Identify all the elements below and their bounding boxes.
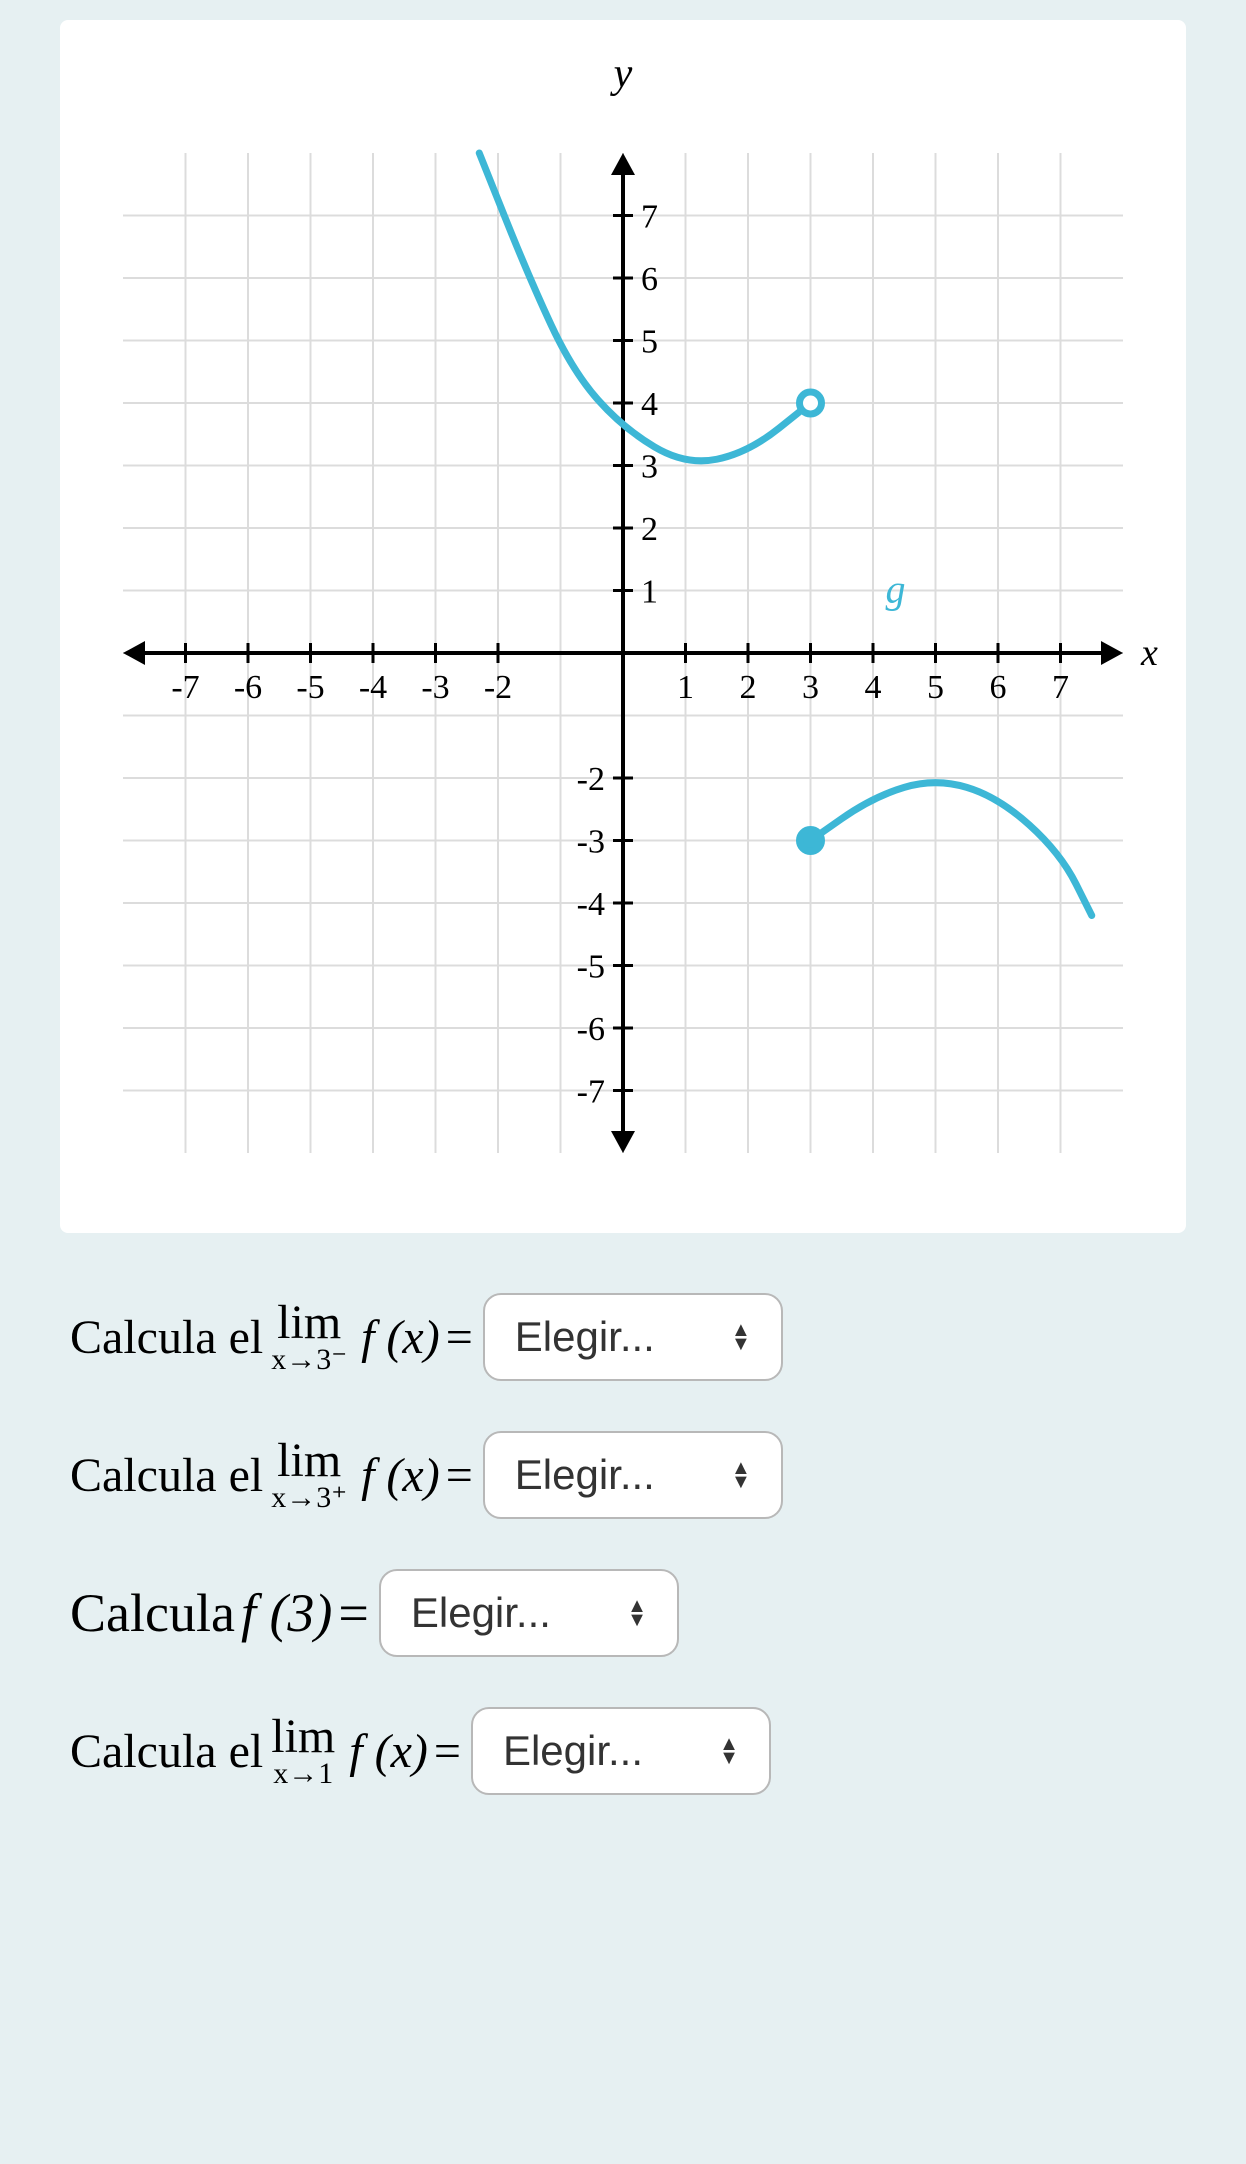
function-graph: -7 -6 -5 -4 -3 -2 1 2 3 4 5 6 7 1 2 3 4 5 6 7 -2 -3 -4 -5 -6 -7 x g <box>73 103 1173 1203</box>
chevron-updown-icon: ▲▼ <box>731 1461 751 1489</box>
select-placeholder: Elegir... <box>515 1451 655 1499</box>
svg-text:7: 7 <box>1052 669 1069 706</box>
answer-select[interactable]: Elegir... ▲▼ <box>471 1707 771 1795</box>
equals-sign: = <box>446 1310 473 1365</box>
question-expression: Calcula el limx→1 f (x) = <box>70 1713 461 1789</box>
svg-text:-7: -7 <box>577 1074 605 1111</box>
svg-text:3: 3 <box>641 449 658 486</box>
limit-notation: limx→1 <box>271 1713 335 1789</box>
question-expression: Calcula el limx→3⁻ f (x) = <box>70 1299 473 1375</box>
question-prefix: Calcula el <box>70 1724 263 1779</box>
svg-text:4: 4 <box>865 669 882 706</box>
limit-top: lim <box>277 1299 341 1347</box>
question-prefix: Calcula el <box>70 1310 263 1365</box>
answer-select[interactable]: Elegir... ▲▼ <box>379 1569 679 1657</box>
question-prefix: Calcula <box>70 1582 235 1644</box>
svg-text:7: 7 <box>641 199 658 236</box>
svg-text:5: 5 <box>927 669 944 706</box>
svg-text:-5: -5 <box>577 949 605 986</box>
function-expression: f (x) <box>361 1310 440 1365</box>
equals-sign: = <box>338 1582 368 1644</box>
svg-text:6: 6 <box>641 261 658 298</box>
svg-text:2: 2 <box>641 511 658 548</box>
limit-bottom: x→3⁺ <box>271 1483 347 1513</box>
question-row: Calcula el limx→3⁻ f (x) = Elegir... ▲▼ <box>70 1293 1176 1381</box>
limit-top: lim <box>271 1713 335 1761</box>
questions-list: Calcula el limx→3⁻ f (x) =Elegir...▲▼Cal… <box>20 1293 1226 1795</box>
question-prefix: Calcula el <box>70 1448 263 1503</box>
limit-notation: limx→3⁻ <box>271 1299 347 1375</box>
select-placeholder: Elegir... <box>503 1727 643 1775</box>
function-value: f (3) <box>241 1582 332 1644</box>
svg-text:-3: -3 <box>577 824 605 861</box>
svg-text:6: 6 <box>990 669 1007 706</box>
svg-text:3: 3 <box>802 669 819 706</box>
svg-text:-4: -4 <box>359 669 387 706</box>
svg-text:1: 1 <box>677 669 694 706</box>
chevron-updown-icon: ▲▼ <box>627 1599 647 1627</box>
answer-select[interactable]: Elegir... ▲▼ <box>483 1293 783 1381</box>
question-row: Calcula el limx→1 f (x) = Elegir... ▲▼ <box>70 1707 1176 1795</box>
svg-text:-6: -6 <box>577 1011 605 1048</box>
equals-sign: = <box>434 1724 461 1779</box>
select-placeholder: Elegir... <box>515 1313 655 1361</box>
equals-sign: = <box>446 1448 473 1503</box>
svg-text:-2: -2 <box>484 669 512 706</box>
function-expression: f (x) <box>361 1448 440 1503</box>
svg-text:-3: -3 <box>421 669 449 706</box>
svg-text:-6: -6 <box>234 669 262 706</box>
chart-container: y -7-6-5-4-3-212345671234567-2-3-4-5-6-7… <box>60 20 1186 1233</box>
svg-text:g: g <box>886 567 906 612</box>
svg-text:x: x <box>1140 632 1158 674</box>
chevron-updown-icon: ▲▼ <box>731 1323 751 1351</box>
question-row: Calcula f (3) = Elegir... ▲▼ <box>70 1569 1176 1657</box>
svg-text:-7: -7 <box>171 669 199 706</box>
svg-text:4: 4 <box>641 386 658 423</box>
question-expression: Calcula el limx→3⁺ f (x) = <box>70 1437 473 1513</box>
y-axis-label: y <box>614 50 633 98</box>
select-placeholder: Elegir... <box>411 1589 551 1637</box>
svg-text:2: 2 <box>740 669 757 706</box>
function-expression: f (x) <box>349 1724 428 1779</box>
svg-text:-4: -4 <box>577 886 605 923</box>
question-row: Calcula el limx→3⁺ f (x) = Elegir... ▲▼ <box>70 1431 1176 1519</box>
svg-text:-5: -5 <box>296 669 324 706</box>
chevron-updown-icon: ▲▼ <box>719 1737 739 1765</box>
answer-select[interactable]: Elegir... ▲▼ <box>483 1431 783 1519</box>
limit-bottom: x→1 <box>273 1759 333 1789</box>
question-expression: Calcula f (3) = <box>70 1582 369 1644</box>
svg-text:-2: -2 <box>577 761 605 798</box>
svg-text:1: 1 <box>641 574 658 611</box>
limit-bottom: x→3⁻ <box>271 1345 347 1375</box>
svg-text:5: 5 <box>641 324 658 361</box>
limit-notation: limx→3⁺ <box>271 1437 347 1513</box>
limit-top: lim <box>277 1437 341 1485</box>
